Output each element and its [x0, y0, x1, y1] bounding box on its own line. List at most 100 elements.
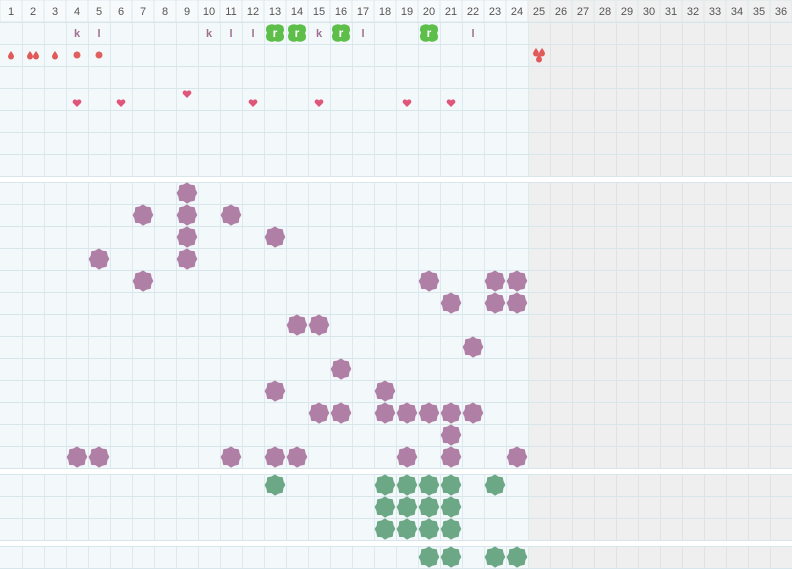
purple-blob [88, 248, 110, 270]
dot-icon [73, 51, 81, 59]
green-blob [374, 496, 396, 518]
purple-blob [484, 270, 506, 292]
purple-blob [506, 446, 528, 468]
column-number: 5 [96, 6, 102, 18]
green-blob [396, 518, 418, 540]
green-blob [484, 474, 506, 496]
column-number: 26 [555, 6, 567, 18]
column-number: 15 [313, 6, 325, 18]
column-number: 22 [467, 6, 479, 18]
column-number: 36 [775, 6, 787, 18]
heart-icon [446, 99, 456, 107]
purple-blob [220, 446, 242, 468]
purple-blob [396, 402, 418, 424]
green-blob [418, 546, 440, 568]
column-number: 33 [709, 6, 721, 18]
separator [0, 176, 792, 182]
purple-blob [176, 226, 198, 248]
drop-icon [27, 51, 33, 60]
purple-blob [308, 402, 330, 424]
column-number: 6 [118, 6, 124, 18]
purple-blob [418, 402, 440, 424]
column-number: 30 [643, 6, 655, 18]
green-blob [396, 474, 418, 496]
purple-blob [374, 380, 396, 402]
purple-blob [506, 292, 528, 314]
column-number: 12 [247, 6, 259, 18]
separator [0, 468, 792, 474]
green-blob [396, 496, 418, 518]
column-number: 34 [731, 6, 743, 18]
purple-blob [308, 314, 330, 336]
column-number: 25 [533, 6, 545, 18]
purple-blob [176, 248, 198, 270]
log-letter: k [74, 28, 81, 40]
heart-icon [402, 99, 412, 107]
column-number: 35 [753, 6, 765, 18]
purple-blob [264, 380, 286, 402]
purple-blob [506, 270, 528, 292]
drop-icon [539, 48, 545, 57]
column-number: 20 [423, 6, 435, 18]
purple-blob [220, 204, 242, 226]
purple-blob [418, 270, 440, 292]
purple-blob [462, 336, 484, 358]
purple-blob [88, 446, 110, 468]
log-letter: r [339, 26, 344, 40]
purple-blob [440, 446, 462, 468]
purple-blob [286, 314, 308, 336]
column-number: 21 [445, 6, 457, 18]
green-blob [440, 496, 462, 518]
heart-icon [248, 99, 258, 107]
log-letter: l [471, 28, 474, 40]
log-letter: k [206, 28, 213, 40]
green-blob [374, 518, 396, 540]
purple-blob [132, 204, 154, 226]
green-badge [266, 24, 284, 42]
green-blob [418, 518, 440, 540]
column-number: 13 [269, 6, 281, 18]
column-number: 18 [379, 6, 391, 18]
purple-blob [264, 446, 286, 468]
column-number: 17 [357, 6, 369, 18]
green-blob [374, 474, 396, 496]
log-letter: k [316, 28, 323, 40]
purple-blob [286, 446, 308, 468]
column-number: 8 [162, 6, 168, 18]
column-number: 19 [401, 6, 413, 18]
green-blob [440, 546, 462, 568]
column-number: 29 [621, 6, 633, 18]
drop-icon [533, 48, 539, 57]
log-letter: r [273, 26, 278, 40]
heart-icon [182, 90, 192, 98]
purple-blob [440, 292, 462, 314]
green-blob [418, 496, 440, 518]
green-badge [332, 24, 350, 42]
green-blob [418, 474, 440, 496]
log-letter: l [361, 28, 364, 40]
log-letter: l [97, 28, 100, 40]
column-number: 24 [511, 6, 523, 18]
log-letter: r [427, 26, 432, 40]
purple-blob [176, 182, 198, 204]
purple-blob [374, 402, 396, 424]
purple-blob [132, 270, 154, 292]
column-number: 1 [8, 6, 14, 18]
purple-blob [440, 424, 462, 446]
column-number: 9 [184, 6, 190, 18]
column-number: 7 [140, 6, 146, 18]
purple-blob [66, 446, 88, 468]
column-number: 28 [599, 6, 611, 18]
purple-blob [396, 446, 418, 468]
heart-icon [314, 99, 324, 107]
heart-icon [116, 99, 126, 107]
green-blob [264, 474, 286, 496]
column-number: 4 [74, 6, 80, 18]
column-number: 2 [30, 6, 36, 18]
purple-blob [176, 204, 198, 226]
log-letter: l [251, 28, 254, 40]
drop-icon [536, 54, 542, 63]
purple-blob [484, 292, 506, 314]
column-number: 27 [577, 6, 589, 18]
